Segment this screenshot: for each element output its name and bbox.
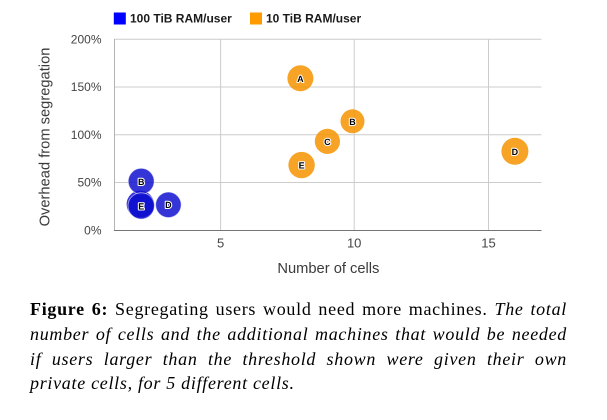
svg-text:5: 5 xyxy=(217,235,224,250)
svg-text:E: E xyxy=(138,201,144,211)
svg-text:Number of cells: Number of cells xyxy=(277,261,379,277)
svg-text:A: A xyxy=(297,74,304,84)
svg-text:100%: 100% xyxy=(71,128,102,142)
svg-text:Overhead from segregation: Overhead from segregation xyxy=(37,48,53,227)
svg-text:D: D xyxy=(165,200,172,210)
svg-text:100 TiB RAM/user: 100 TiB RAM/user xyxy=(130,11,232,25)
svg-text:D: D xyxy=(512,147,519,157)
svg-text:10 TiB RAM/user: 10 TiB RAM/user xyxy=(266,11,361,25)
svg-text:10: 10 xyxy=(347,235,361,250)
svg-text:B: B xyxy=(138,177,145,187)
svg-text:200%: 200% xyxy=(71,33,102,47)
svg-text:E: E xyxy=(299,161,305,171)
svg-text:C: C xyxy=(324,137,331,147)
svg-text:B: B xyxy=(349,117,356,127)
svg-text:50%: 50% xyxy=(77,176,101,190)
svg-text:150%: 150% xyxy=(71,80,102,94)
svg-text:15: 15 xyxy=(481,235,495,250)
svg-text:0%: 0% xyxy=(84,224,102,238)
